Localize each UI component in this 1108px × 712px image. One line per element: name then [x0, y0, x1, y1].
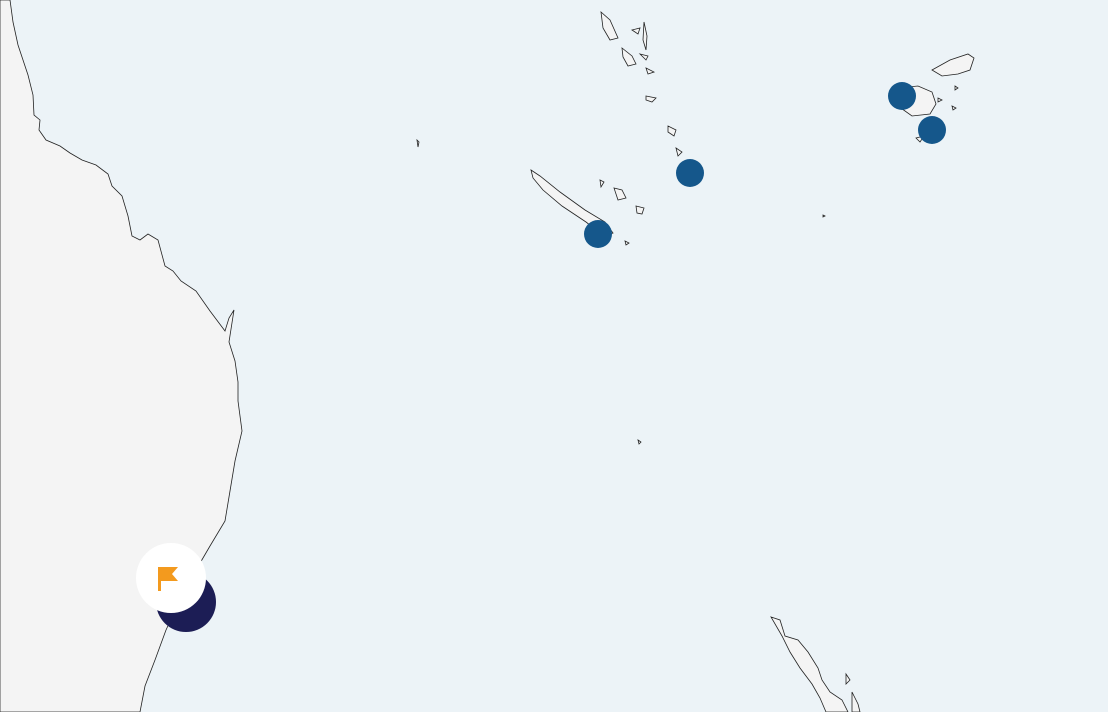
flag-marker[interactable] — [136, 543, 206, 613]
location-marker[interactable] — [918, 116, 946, 144]
location-marker[interactable] — [676, 159, 704, 187]
location-marker[interactable] — [888, 82, 916, 110]
new-zealand — [770, 616, 861, 712]
fiji-vanua-levu — [931, 53, 975, 77]
fiji-small — [915, 85, 959, 143]
australia-coast — [0, 0, 243, 712]
islet — [416, 138, 826, 445]
vanuatu — [600, 10, 683, 157]
location-marker[interactable] — [584, 220, 612, 248]
loyalty-islands — [599, 179, 645, 246]
